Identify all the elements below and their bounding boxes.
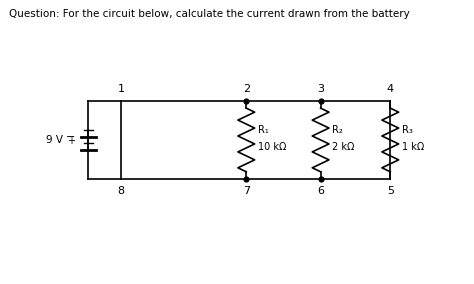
Text: 4: 4	[387, 84, 394, 94]
Text: 6: 6	[317, 186, 324, 196]
Text: R₂: R₂	[332, 125, 343, 135]
Text: 2: 2	[243, 84, 250, 94]
Text: 8: 8	[117, 186, 125, 196]
Text: 2 kΩ: 2 kΩ	[332, 142, 355, 152]
Text: R₁: R₁	[258, 125, 269, 135]
Text: 5: 5	[387, 186, 394, 196]
Text: −: −	[66, 132, 75, 142]
Text: +: +	[67, 137, 75, 147]
Text: R₃: R₃	[402, 125, 413, 135]
Text: 9 V: 9 V	[46, 135, 63, 145]
Text: 1: 1	[118, 84, 124, 94]
Text: Question: For the circuit below, calculate the current drawn from the battery: Question: For the circuit below, calcula…	[9, 9, 410, 18]
Text: 7: 7	[243, 186, 250, 196]
Text: 1 kΩ: 1 kΩ	[402, 142, 424, 152]
Text: 10 kΩ: 10 kΩ	[258, 142, 286, 152]
Text: 3: 3	[317, 84, 324, 94]
